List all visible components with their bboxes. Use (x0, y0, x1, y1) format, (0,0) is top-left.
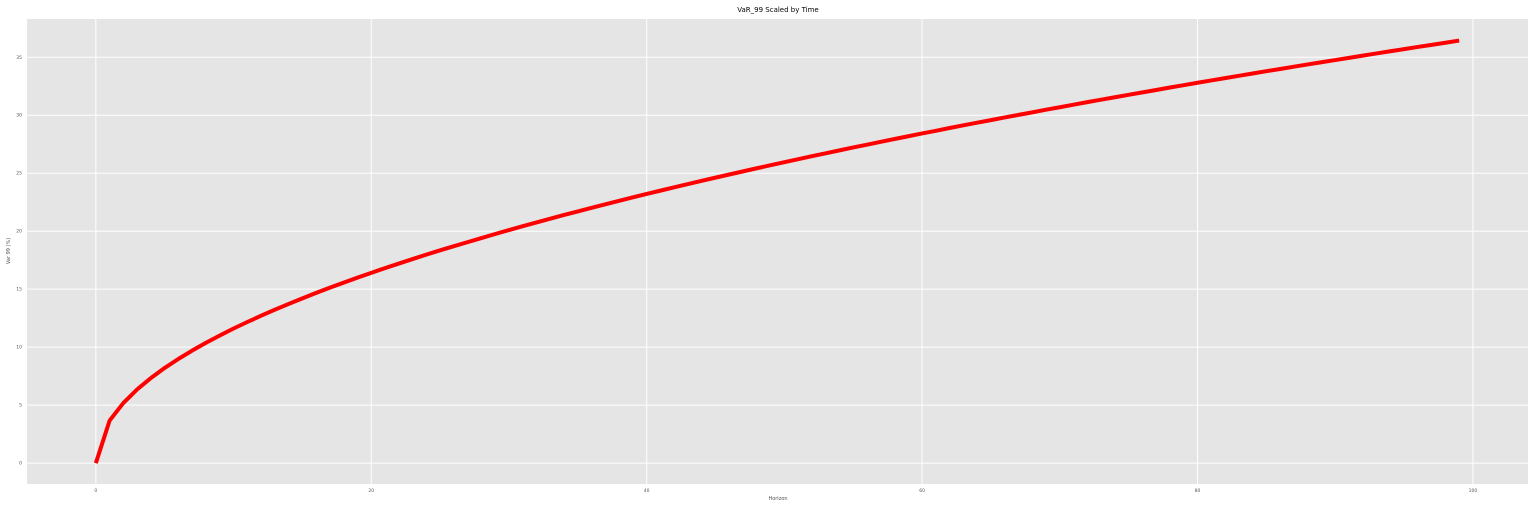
series-line (93, 38, 1460, 464)
y-tick-label: 20 (16, 229, 22, 235)
x-axis-label: Horizon (768, 496, 787, 502)
y-tick-label: 25 (16, 171, 22, 177)
y-tick-label: 0 (19, 461, 22, 467)
series-lines (93, 38, 1460, 464)
y-tick-label: 5 (19, 403, 22, 409)
y-tick-label: 35 (16, 55, 22, 61)
grid-lines (27, 19, 1528, 484)
plot-background (27, 19, 1528, 484)
y-tick-labels: 0 5 10 15 20 25 30 35 (16, 55, 22, 467)
y-axis-label: Var 99 (%) (6, 238, 12, 264)
x-tick-label: 100 (1469, 488, 1478, 494)
x-tick-label: 0 (94, 488, 97, 494)
y-tick-label: 30 (16, 113, 22, 119)
y-tick-label: 15 (16, 287, 22, 293)
x-tick-labels: 0 20 40 60 80 100 (94, 488, 1477, 494)
y-tick-label: 10 (16, 345, 22, 351)
x-tick-label: 40 (644, 488, 650, 494)
x-tick-label: 80 (1195, 488, 1201, 494)
x-tick-label: 20 (368, 488, 374, 494)
chart-title: VaR_99 Scaled by Time (737, 6, 818, 14)
x-tick-label: 60 (919, 488, 925, 494)
